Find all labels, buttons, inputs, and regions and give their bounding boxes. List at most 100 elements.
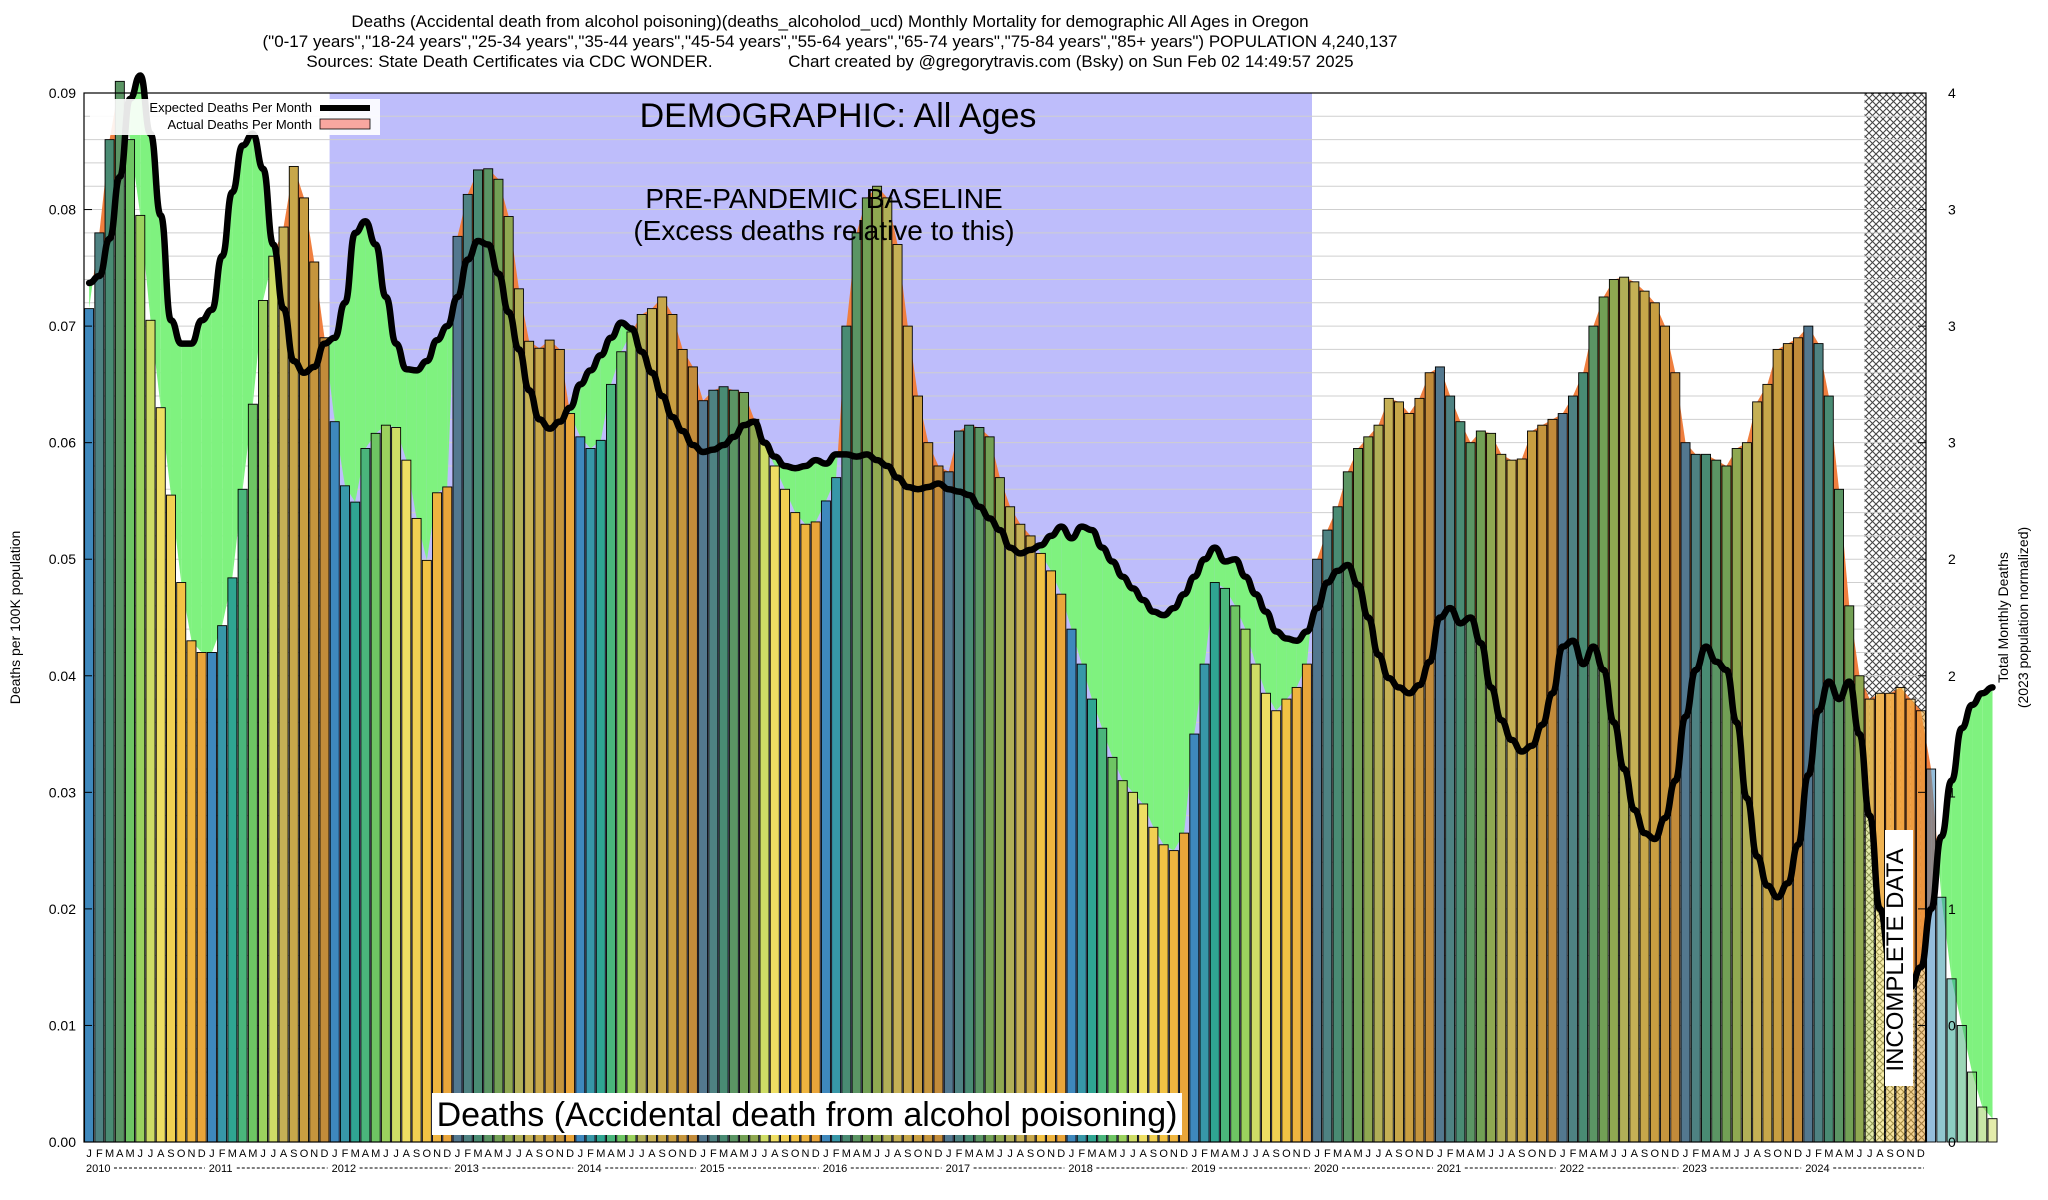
- month-bar: [974, 427, 985, 1143]
- month-label: A: [1139, 1148, 1147, 1160]
- plot-frame: [83, 92, 1927, 1143]
- month-label: J: [1243, 1148, 1249, 1160]
- month-bar: [1015, 523, 1026, 1143]
- month-bar: [820, 500, 831, 1143]
- month-bar: [1394, 401, 1404, 1143]
- month-bar: [227, 577, 238, 1143]
- month-label: N: [1661, 1148, 1669, 1160]
- month-bar: [370, 432, 381, 1143]
- month-label: O: [1773, 1148, 1782, 1160]
- month-bar: [616, 351, 627, 1143]
- month-bar: [1690, 453, 1701, 1143]
- month-bar: [1353, 448, 1364, 1143]
- month-bar: [1127, 791, 1138, 1143]
- y-tick-label: 0.02: [49, 901, 76, 917]
- year-label: 2014: [577, 1163, 601, 1175]
- cause-of-death-label: Deaths (Accidental death from alcohol po…: [437, 1096, 1178, 1134]
- month-label: M: [248, 1148, 257, 1160]
- month-bar: [565, 413, 576, 1143]
- month-label: O: [914, 1148, 923, 1160]
- month-bar: [943, 471, 954, 1143]
- deficit-deaths-fill: [89, 280, 93, 309]
- y-tick-label: 0.09: [49, 85, 76, 101]
- month-label: A: [1713, 1148, 1721, 1160]
- month-label: F: [1078, 1148, 1085, 1160]
- deficit-deaths-fill: [1153, 611, 1164, 845]
- month-label: M: [596, 1148, 605, 1160]
- month-label: O: [1159, 1148, 1168, 1160]
- y-tick-label: 0.04: [49, 668, 76, 684]
- deficit-deaths-fill: [140, 75, 151, 321]
- month-bar: [1926, 768, 1937, 1143]
- month-bar: [1936, 896, 1947, 1143]
- month-label: D: [1794, 1148, 1802, 1160]
- month-bar: [1680, 442, 1691, 1143]
- month-bar: [339, 485, 350, 1143]
- baseline-label: PRE-PANDEMIC BASELINE: [645, 183, 1002, 214]
- month-label: J: [506, 1148, 512, 1160]
- month-bar: [1527, 430, 1537, 1143]
- month-label: J: [1621, 1148, 1627, 1160]
- deficit-deaths-fill: [1112, 561, 1123, 781]
- month-label: J: [946, 1148, 952, 1160]
- month-label: O: [1405, 1148, 1414, 1160]
- month-bar: [1404, 413, 1415, 1143]
- month-label: S: [1395, 1148, 1402, 1160]
- month-label: M: [1701, 1148, 1710, 1160]
- month-label: F: [342, 1148, 349, 1160]
- month-label: J: [639, 1148, 645, 1160]
- month-label: J: [209, 1148, 215, 1160]
- deficit-deaths-fill: [355, 221, 366, 503]
- month-label: S: [413, 1148, 420, 1160]
- month-bar: [882, 197, 893, 1143]
- month-label: O: [177, 1148, 186, 1160]
- month-label: J: [393, 1148, 399, 1160]
- month-label: A: [1508, 1148, 1516, 1160]
- month-label: O: [1037, 1148, 1046, 1160]
- month-bar: [196, 652, 207, 1143]
- deficit-deaths-fill: [1204, 547, 1215, 665]
- month-bar: [513, 288, 524, 1143]
- year-label: 2024: [1805, 1163, 1829, 1175]
- deficit-deaths-fill: [600, 337, 612, 441]
- month-bar: [493, 178, 504, 1143]
- deficit-deaths-fill: [1122, 576, 1133, 793]
- deficit-deaths-fill: [1286, 638, 1297, 700]
- month-bar: [841, 325, 852, 1143]
- deficit-deaths-fill: [1961, 704, 1973, 1073]
- month-label: N: [556, 1148, 564, 1160]
- month-label: A: [1017, 1148, 1025, 1160]
- month-bar: [104, 139, 115, 1143]
- month-label: S: [1273, 1148, 1280, 1160]
- month-label: J: [578, 1148, 584, 1160]
- year-label: 2011: [209, 1163, 233, 1175]
- legend-expected-label: Expected Deaths Per Month: [149, 100, 312, 115]
- month-label: D: [1303, 1148, 1311, 1160]
- month-bar: [646, 308, 657, 1143]
- month-label: O: [545, 1148, 554, 1160]
- month-bar: [1967, 1071, 1978, 1143]
- month-bar: [1547, 418, 1558, 1143]
- month-label: A: [1590, 1148, 1598, 1160]
- month-bar: [155, 407, 166, 1143]
- month-label: A: [648, 1148, 656, 1160]
- month-label: S: [1764, 1148, 1771, 1160]
- deficit-deaths-fill: [232, 145, 243, 578]
- month-label: M: [1824, 1148, 1833, 1160]
- month-label: S: [290, 1148, 297, 1160]
- month-label: J: [1488, 1148, 1494, 1160]
- month-bar: [1301, 663, 1312, 1143]
- month-label: O: [668, 1148, 677, 1160]
- month-bar: [1782, 343, 1793, 1143]
- month-bar: [217, 625, 228, 1143]
- year-label: 2010: [86, 1163, 110, 1175]
- month-label: S: [1641, 1148, 1648, 1160]
- month-label: D: [1917, 1148, 1925, 1160]
- month-bar: [769, 465, 780, 1143]
- month-label: F: [587, 1148, 594, 1160]
- month-label: A: [1221, 1148, 1229, 1160]
- month-label: A: [280, 1148, 288, 1160]
- deficit-deaths-fill: [334, 302, 345, 486]
- month-label: J: [1857, 1148, 1863, 1160]
